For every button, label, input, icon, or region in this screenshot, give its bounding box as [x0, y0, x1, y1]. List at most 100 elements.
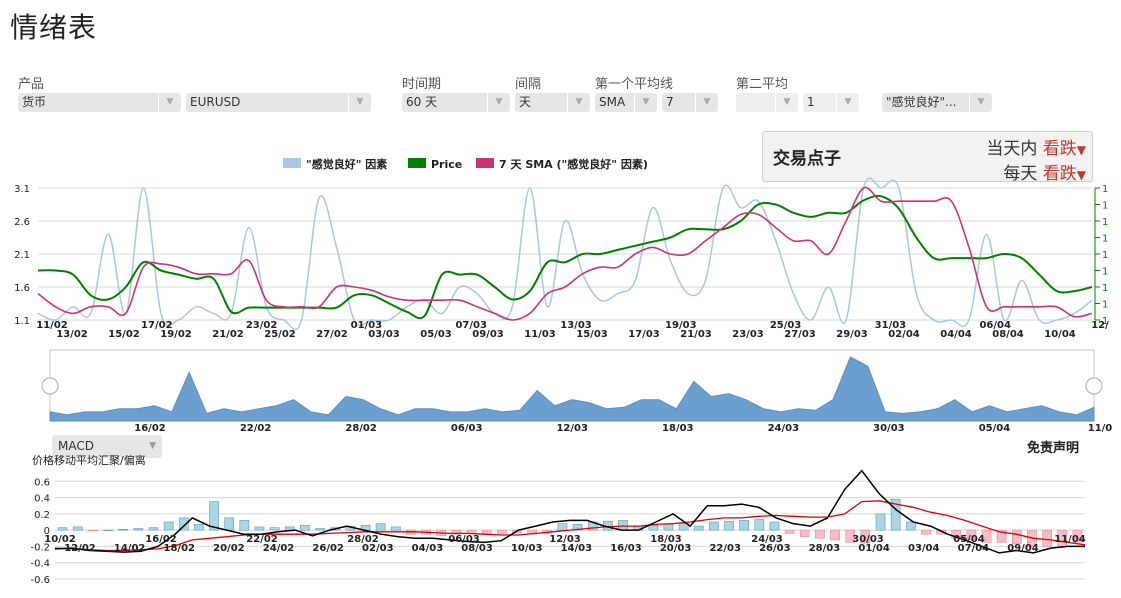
- x-tick-label: 01/03: [351, 320, 383, 331]
- ma1-type-value: SMA: [599, 95, 626, 109]
- ma2-period-value: 1: [807, 95, 815, 109]
- daily-direction: 看跌: [1042, 164, 1077, 184]
- right-axis-tick-label: 1: [1102, 184, 1108, 195]
- y-tick-label: -0.4: [30, 559, 50, 570]
- histogram-bar: [390, 526, 401, 531]
- navigator-x-label: 05/04: [979, 423, 1011, 434]
- macd-title: 价格移动平均汇聚/偏离: [32, 455, 146, 467]
- histogram-bar: [648, 525, 659, 531]
- x-tick-label: 19/03: [665, 320, 697, 331]
- x-tick-label: 02/04: [888, 329, 920, 340]
- navigator-x-label: 06/03: [451, 423, 483, 434]
- histogram-bar: [451, 529, 462, 535]
- y-tick-label: 2.1: [14, 250, 30, 261]
- histogram-bar: [1072, 529, 1083, 543]
- x-tick-label: 10/03: [511, 543, 543, 554]
- intraday-direction: 看跌: [1042, 139, 1077, 159]
- chevron-down-icon: ▼: [969, 93, 992, 112]
- product-select[interactable]: 货币 ▼: [18, 93, 181, 112]
- indicator-select[interactable]: MACD ▼: [52, 435, 162, 458]
- x-tick-label: 11/03: [524, 329, 556, 340]
- histogram-bar: [678, 523, 689, 531]
- intraday-signal[interactable]: 当天内 看跌▼: [986, 134, 1086, 159]
- series-line: [37, 186, 1093, 321]
- histogram-bar: [88, 529, 98, 532]
- x-tick-label: 07/03: [455, 320, 487, 331]
- range-navigator[interactable]: 16/02 22/02 28/02 06/03 12/03 18/03 24/03 30/03…: [0, 345, 1121, 435]
- period-select[interactable]: 60 天 ▼: [402, 93, 510, 112]
- product-select-value: 货币: [22, 95, 47, 109]
- histogram-bar: [496, 529, 507, 534]
- disclaimer-link[interactable]: 免责声明: [1026, 441, 1079, 456]
- x-tick-label: 21/02: [212, 329, 244, 340]
- x-tick-label: 31/03: [875, 320, 907, 331]
- histogram-bar: [269, 527, 280, 531]
- y-tick-label: 0: [44, 526, 50, 537]
- histogram-bar: [209, 501, 219, 531]
- y-tick-label: 1.1: [14, 316, 30, 327]
- x-tick-label: 05/03: [420, 329, 452, 340]
- ma1-period-select[interactable]: 7 ▼: [662, 93, 718, 112]
- interval-select[interactable]: 天 ▼: [515, 93, 590, 112]
- x-tick-label: 07/04: [958, 543, 990, 554]
- legend-label: "感觉良好" 因素: [306, 157, 387, 171]
- legend-swatch: [283, 158, 301, 168]
- histogram-bar: [148, 527, 159, 531]
- chevron-down-icon: ▼: [695, 93, 718, 112]
- right-axis-tick-label: 1: [1102, 316, 1108, 327]
- daily-label: 每天: [1003, 164, 1038, 184]
- histogram-bar: [830, 529, 840, 541]
- x-tick-label: 18/02: [164, 543, 196, 554]
- x-tick-label: 24/03: [751, 534, 783, 545]
- x-tick-label: 02/03: [362, 543, 394, 554]
- histogram-bar: [557, 523, 568, 531]
- range-handle-right: [1085, 377, 1103, 395]
- y-tick-label: 0.6: [34, 477, 50, 488]
- histogram-bar: [239, 520, 250, 531]
- histogram-bar: [890, 498, 901, 531]
- x-tick-label: 30/03: [852, 534, 884, 545]
- histogram-bar: [315, 528, 325, 531]
- indicator-select-value: MACD: [58, 439, 94, 453]
- histogram-bar: [860, 529, 871, 544]
- chevron-down-icon: ▼: [348, 93, 371, 112]
- histogram-bar: [905, 521, 916, 531]
- daily-signal[interactable]: 每天 看跌▼: [1003, 159, 1086, 184]
- histogram-bar: [754, 519, 765, 531]
- x-tick-label: 04/03: [412, 543, 444, 554]
- legend-label: Price: [431, 158, 462, 171]
- x-tick-label: 11/04: [1054, 534, 1086, 545]
- right-axis-tick-label: 1: [1102, 201, 1108, 212]
- histogram-bar: [1042, 529, 1052, 547]
- x-tick-label: 09/04: [1007, 543, 1039, 554]
- x-tick-label: 26/03: [759, 543, 791, 554]
- x-tick-label: 12/: [1091, 320, 1109, 331]
- navigator-x-label: 12/03: [556, 423, 588, 434]
- x-tick-label: 10/04: [1044, 329, 1076, 340]
- histogram-bar: [163, 521, 174, 531]
- ma2-type-select[interactable]: ▼: [736, 93, 798, 112]
- histogram-bar: [178, 517, 189, 531]
- histogram-bar: [799, 529, 810, 537]
- x-tick-label: 22/02: [246, 534, 278, 545]
- x-tick-label: 15/03: [576, 329, 608, 340]
- ma2-period-select[interactable]: 1 ▼: [803, 93, 859, 112]
- x-tick-label: 11/02: [36, 320, 68, 331]
- x-tick-label: 22/03: [709, 543, 741, 554]
- chevron-down-icon: ▼: [567, 93, 590, 112]
- factor-select[interactable]: "感觉良好"... ▼: [882, 93, 992, 112]
- macd-series-line: [54, 500, 1086, 552]
- x-tick-label: 16/02: [145, 534, 177, 545]
- trade-ideas-title: 交易点子: [773, 149, 841, 169]
- ma1-type-select[interactable]: SMA ▼: [595, 93, 657, 112]
- x-tick-label: 27/03: [784, 329, 816, 340]
- ma1-period-value: 7: [666, 95, 674, 109]
- symbol-select[interactable]: EURUSD ▼: [186, 93, 371, 112]
- histogram-bar: [981, 529, 992, 543]
- y-tick-label: 0.2: [34, 510, 50, 521]
- x-tick-label: 06/03: [448, 534, 480, 545]
- x-tick-label: 21/03: [680, 329, 712, 340]
- ma1-label: 第一个平均线: [595, 77, 674, 92]
- histogram-bar: [739, 520, 749, 531]
- x-tick-label: 03/04: [908, 543, 940, 554]
